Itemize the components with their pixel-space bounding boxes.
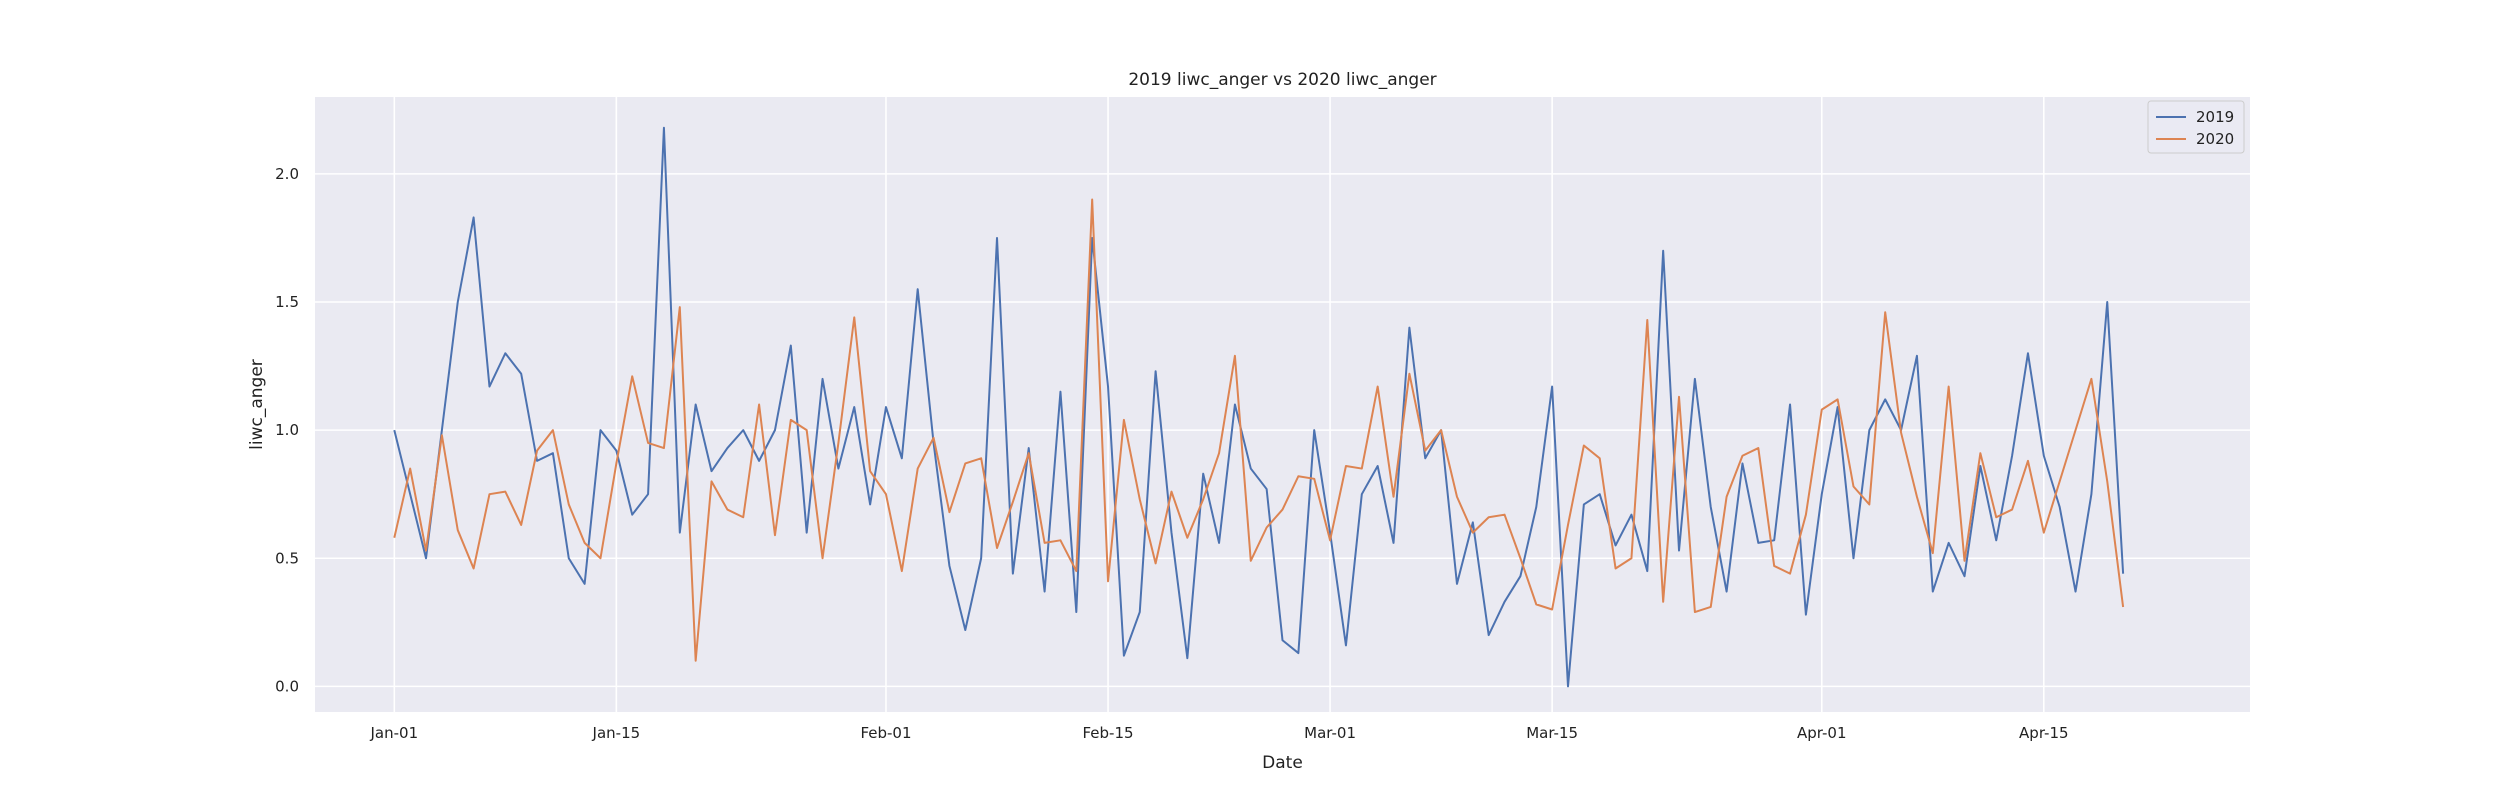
series-line-2019 [393,126,2125,688]
y-tick-label: 0.0 [275,677,299,695]
plot-area [315,97,2250,712]
x-tick-label: Jan-01 [369,724,418,742]
x-tick-label: Mar-01 [1304,724,1356,742]
x-tick-label: Apr-15 [2019,724,2069,742]
series-lines [393,126,2125,688]
series-line-2020 [393,198,2125,662]
axis-ticks: Jan-01 Jan-15 Feb-01 Feb-15 Mar-01 Mar-15 Apr-… [275,165,2068,742]
x-axis-label: Date [1262,753,1303,773]
legend: 2019 2020 [2147,100,2245,154]
x-tick-label: Feb-15 [1083,724,1134,742]
y-tick-label: 0.5 [275,549,299,567]
x-tick-label: Jan-15 [592,724,641,742]
y-tick-label: 1.5 [275,293,299,311]
y-tick-label: 2.0 [275,165,299,183]
legend-label: 2019 [2196,108,2234,126]
x-tick-label: Mar-15 [1526,724,1578,742]
y-tick-label: 1.0 [275,421,299,439]
x-tick-label: Feb-01 [860,724,911,742]
y-axis-label: liwc_anger [247,359,267,450]
x-tick-label: Apr-01 [1797,724,1847,742]
chart-title: 2019 liwc_anger vs 2020 liwc_anger [1128,70,1436,90]
legend-label: 2020 [2196,130,2234,148]
